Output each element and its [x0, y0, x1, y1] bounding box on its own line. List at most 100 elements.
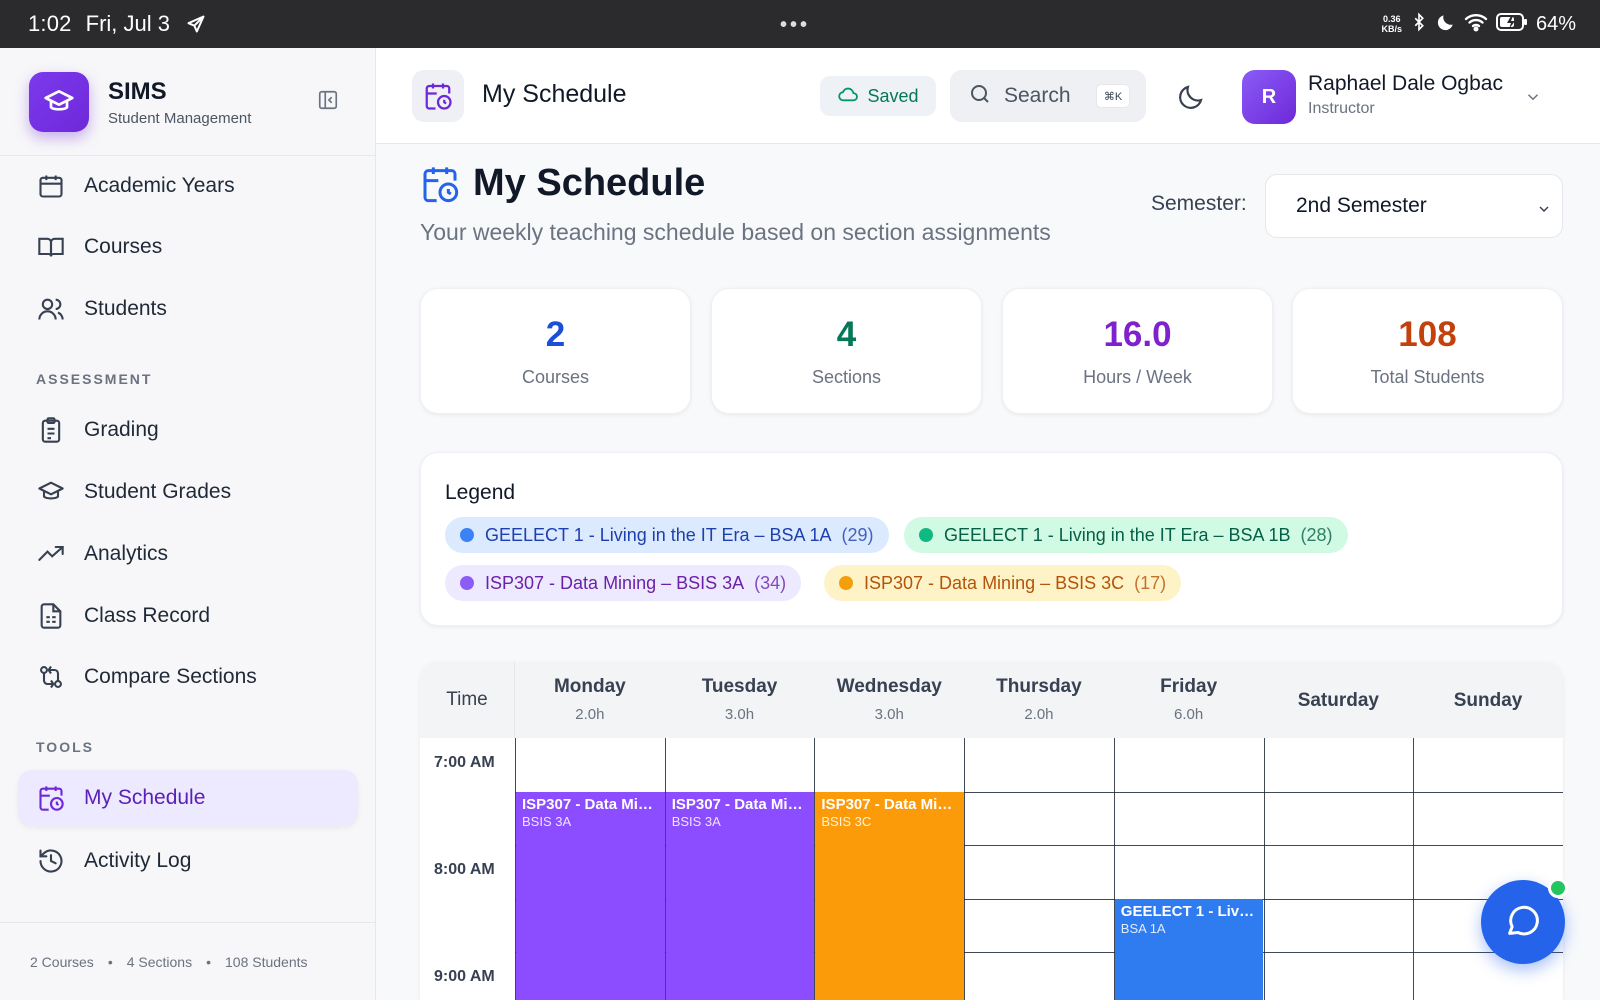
- legend-chip[interactable]: GEELECT 1 - Living in the IT Era – BSA 1…: [904, 517, 1348, 553]
- legend-color-dot: [460, 576, 474, 590]
- day-hours: 2.0h: [1024, 706, 1054, 723]
- brand-name: SIMS: [108, 78, 167, 105]
- chevron-down-icon: [1536, 199, 1552, 223]
- grid-line: [1263, 738, 1265, 1000]
- day-name: Saturday: [1297, 690, 1379, 711]
- search-label: Search: [1004, 84, 1071, 107]
- network-rate: 0.36 KB/s: [1381, 14, 1402, 34]
- legend-color-dot: [839, 576, 853, 590]
- day-header-tuesday: Tuesday 3.0h: [665, 662, 815, 738]
- sidebar-item-courses[interactable]: Courses: [18, 219, 358, 275]
- chevron-down-icon[interactable]: [1524, 88, 1542, 111]
- time-slot-label: 9:00 AM: [434, 968, 495, 986]
- schedule-event[interactable]: ISP307 - Data Mi… BSIS 3A: [665, 791, 815, 1000]
- day-hours: 6.0h: [1174, 706, 1204, 723]
- wifi-icon: [1464, 12, 1488, 37]
- sidebar-item-compare-sections[interactable]: Compare Sections: [18, 649, 358, 705]
- legend-chip[interactable]: GEELECT 1 - Living in the IT Era – BSA 1…: [445, 517, 889, 553]
- search-button[interactable]: Search ⌘K: [950, 70, 1146, 122]
- weekly-calendar: Time Monday 2.0h Tuesday 3.0h Wednesday 3.0h T…: [420, 662, 1563, 1000]
- schedule-event[interactable]: GEELECT 1 - Livi… BSA 1A: [1114, 898, 1264, 1000]
- sidebar-item-label: My Schedule: [84, 786, 206, 809]
- sidebar-item-label: Compare Sections: [84, 665, 257, 688]
- day-hours: 3.0h: [724, 706, 755, 723]
- legend-chip[interactable]: ISP307 - Data Mining – BSIS 3A (34): [445, 565, 802, 601]
- sidebar-item-student-grades[interactable]: Student Grades: [18, 464, 358, 520]
- calendar-icon: [36, 171, 66, 201]
- event-title: ISP307 - Data Mi…: [522, 795, 653, 813]
- grid-line: [515, 791, 1563, 793]
- semester-label: Semester:: [1151, 192, 1247, 215]
- legend-color-dot: [919, 528, 933, 542]
- grid-line: [964, 738, 966, 1000]
- day-hours: 2.0h: [575, 706, 605, 723]
- battery-icon: [1495, 12, 1528, 37]
- day-header-thursday: Thursday 2.0h: [964, 662, 1114, 738]
- footer-sections: 4 Sections: [126, 953, 193, 970]
- sidebar-item-analytics[interactable]: Analytics: [18, 526, 358, 582]
- history-icon: [36, 846, 66, 876]
- schedule-event[interactable]: ISP307 - Data Mi… BSIS 3A: [516, 791, 665, 1000]
- stat-label: Hours / Week: [1083, 367, 1192, 387]
- avatar[interactable]: R: [1242, 70, 1296, 124]
- sidebar-item-students[interactable]: Students: [18, 281, 358, 337]
- theme-toggle-moon-icon[interactable]: [1176, 82, 1206, 117]
- dnd-moon-icon: [1436, 12, 1456, 37]
- time-slot-label: 8:00 AM: [434, 861, 495, 879]
- clipboard-icon: [36, 415, 66, 445]
- day-header-saturday: Saturday: [1264, 662, 1414, 738]
- legend-chip-name: GEELECT 1 - Living in the IT Era – BSA 1…: [944, 524, 1291, 545]
- sidebar-item-class-record[interactable]: Class Record: [18, 588, 358, 644]
- stat-value: 2: [545, 315, 566, 354]
- sidebar-item-my-schedule[interactable]: My Schedule: [18, 770, 358, 826]
- trend-icon: [36, 539, 66, 569]
- stat-card-students: 108 Total Students: [1292, 288, 1563, 414]
- stat-value: 108: [1398, 315, 1457, 354]
- graduation-cap-icon: [36, 477, 66, 507]
- legend-card: Legend GEELECT 1 - Living in the IT Era …: [420, 452, 1563, 626]
- semester-select[interactable]: 2nd Semester: [1265, 174, 1563, 238]
- day-hours: 3.0h: [874, 706, 904, 723]
- event-section: BSA 1A: [1120, 920, 1166, 936]
- user-role: Instructor: [1308, 100, 1375, 117]
- grid-line: [515, 845, 1563, 847]
- chat-bubble-icon: [1503, 900, 1543, 945]
- header-title: My Schedule: [482, 80, 627, 108]
- page-title: My Schedule: [473, 162, 706, 204]
- legend-chip-name: GEELECT 1 - Living in the IT Era – BSA 1…: [485, 524, 832, 545]
- schedule-event[interactable]: ISP307 - Data Mi… BSIS 3C: [815, 791, 965, 1000]
- status-time: 1:02: [28, 11, 72, 36]
- sidebar-item-activity-log[interactable]: Activity Log: [18, 833, 358, 889]
- event-title: ISP307 - Data Mi…: [821, 795, 953, 813]
- day-name: Sunday: [1453, 690, 1523, 711]
- time-column-header: Time: [420, 662, 515, 738]
- multitask-dots-icon[interactable]: •••: [780, 14, 811, 36]
- day-name: Friday: [1160, 676, 1218, 697]
- grid-line: [1113, 738, 1115, 1000]
- section-heading-assessment: ASSESSMENT: [36, 371, 153, 387]
- collapse-sidebar-icon[interactable]: [316, 88, 340, 112]
- calendar-clock-icon: [420, 164, 460, 209]
- separator-dot: •: [206, 953, 211, 970]
- stat-value: 16.0: [1103, 315, 1172, 354]
- event-section: BSIS 3A: [522, 813, 572, 829]
- event-section: BSIS 3C: [821, 813, 872, 829]
- user-name[interactable]: Raphael Dale Ogbac: [1308, 72, 1503, 95]
- search-icon: [968, 82, 992, 111]
- legend-color-dot: [460, 528, 474, 542]
- battery-percent: 64%: [1535, 12, 1576, 35]
- status-date: Fri, Jul 3: [85, 11, 170, 36]
- day-header-sunday: Sunday: [1413, 662, 1563, 738]
- sidebar-item-label: Student Grades: [84, 480, 232, 503]
- event-section: BSIS 3A: [671, 813, 721, 829]
- legend-chip[interactable]: ISP307 - Data Mining – BSIS 3C (17): [824, 565, 1182, 601]
- legend-title: Legend: [445, 481, 516, 504]
- top-bar: My Schedule Saved Search ⌘K R Raphael Da…: [376, 48, 1600, 144]
- sidebar-item-grading[interactable]: Grading: [18, 402, 358, 458]
- grid-line: [814, 738, 816, 1000]
- grid-line: [664, 738, 666, 1000]
- day-name: Thursday: [996, 676, 1082, 697]
- stat-label: Courses: [521, 367, 590, 387]
- sidebar-item-academic-years[interactable]: Academic Years: [18, 158, 358, 214]
- graduation-cap-logo-icon[interactable]: [29, 72, 89, 132]
